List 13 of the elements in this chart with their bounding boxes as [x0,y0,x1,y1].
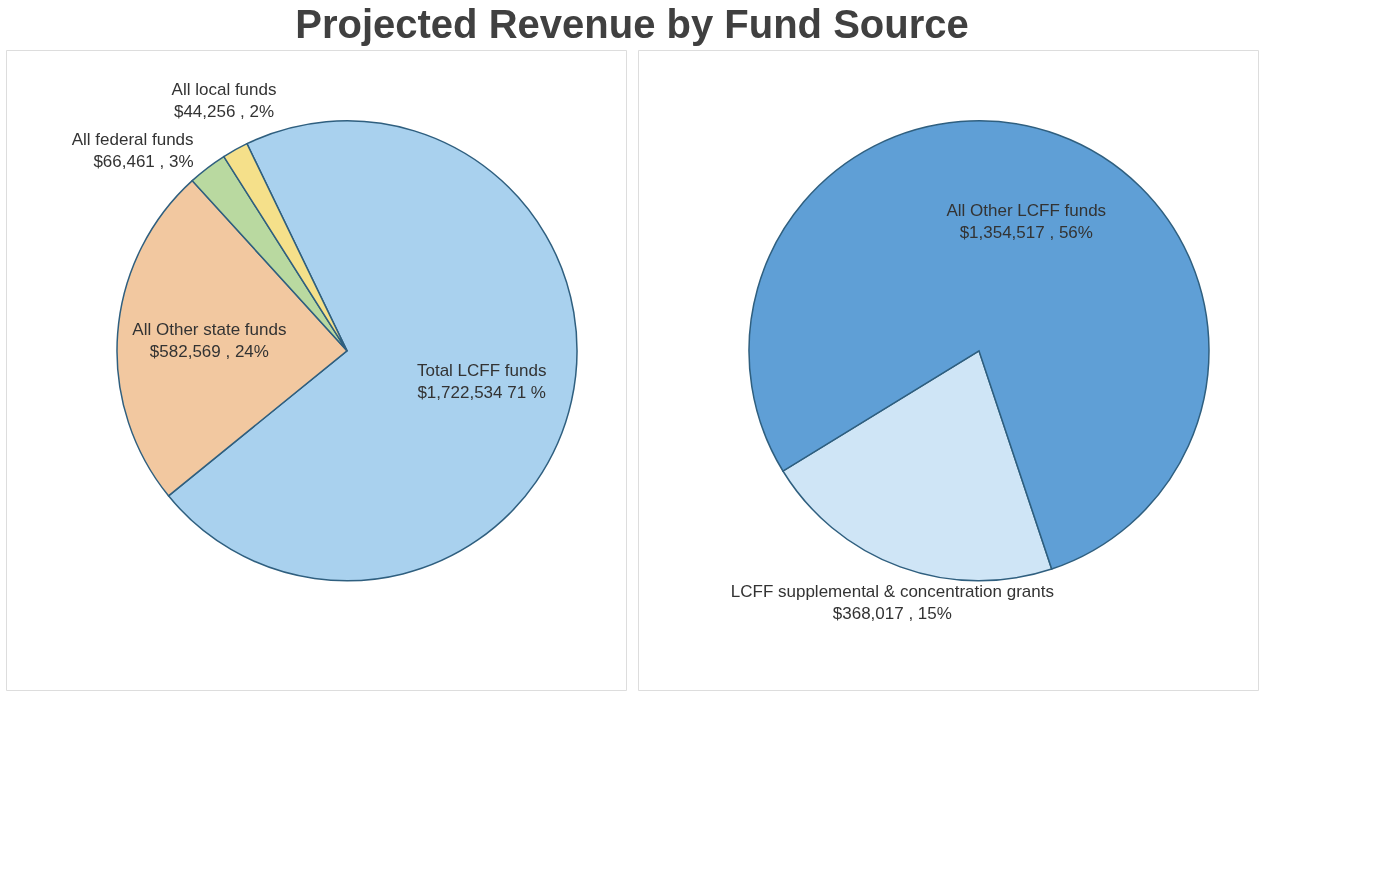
data-label: $1,722,534 71 % [417,382,546,402]
chart-title: Projected Revenue by Fund Source [295,1,969,46]
slice-label: All Other state funds [132,320,287,340]
slice-label: All Other LCFF funds [946,201,1107,221]
data-label: $368,017 , 15% [832,604,952,624]
slice-label: LCFF supplemental & concentration grants [730,582,1054,602]
slice-label: Total LCFF funds [416,360,547,380]
data-label: $44,256 , 2% [173,101,275,121]
slice-label: All local funds [171,79,277,99]
data-label: $66,461 , 3% [93,151,194,171]
slice-label: All federal funds [71,129,194,149]
data-label: $1,354,517 , 56% [959,223,1093,243]
data-label: $582,569 , 24% [149,342,269,362]
